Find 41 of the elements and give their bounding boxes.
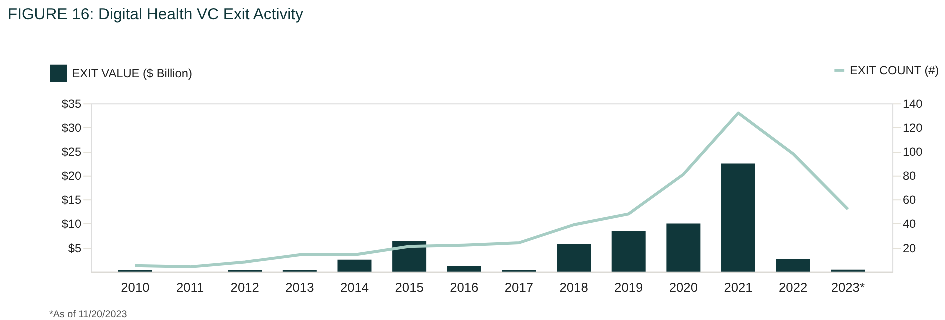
x-tick-label: 2015 <box>395 280 424 296</box>
y2-tick-label: 100 <box>902 145 924 160</box>
bar <box>338 260 372 272</box>
bar <box>447 266 482 272</box>
x-tick-label: 2016 <box>450 280 479 296</box>
bar <box>557 244 592 272</box>
bar <box>722 164 756 272</box>
x-tick-label: 2020 <box>669 280 698 296</box>
y-tick-label: $25 <box>62 145 82 160</box>
chart-title: FIGURE 16: Digital Health VC Exit Activity <box>8 6 304 24</box>
y-tick-label: $15 <box>62 193 82 208</box>
y2-tick-label: 80 <box>902 169 917 184</box>
y2-tick-label: 40 <box>902 217 917 232</box>
y-tick-label: $20 <box>62 169 82 184</box>
bar <box>612 230 646 272</box>
x-tick-label: 2018 <box>560 280 588 296</box>
x-tick-label: 2022 <box>779 280 808 296</box>
x-tick-label: 2011 <box>176 280 204 296</box>
y2-tick-label: 120 <box>902 121 924 136</box>
x-tick-label: 2014 <box>340 280 370 296</box>
x-tick-label: 2010 <box>121 280 150 296</box>
x-tick-label: 2013 <box>286 280 314 296</box>
text: *As of 11/20/2023 <box>49 309 128 320</box>
x-tick-label: 2012 <box>230 280 260 296</box>
y2-tick-label: 20 <box>902 241 917 256</box>
y-tick-label: $30 <box>62 121 82 136</box>
x-tick-label: 2021 <box>724 280 753 296</box>
x-tick-label: 2019 <box>614 280 644 296</box>
y-tick-label: $5 <box>68 241 82 256</box>
line-series <box>134 112 850 269</box>
x-tick-label: 2017 <box>504 280 534 296</box>
y2-tick-label: 140 <box>902 97 924 112</box>
y-tick-label: $35 <box>62 97 82 112</box>
bar <box>776 259 810 272</box>
bar <box>666 224 701 272</box>
bar <box>392 241 427 272</box>
y-tick-label: $10 <box>62 217 82 232</box>
legend-label: EXIT COUNT (#) <box>850 63 940 78</box>
y2-tick-label: 60 <box>902 193 917 208</box>
x-tick-label: 2023* <box>831 280 865 296</box>
legend-label: EXIT VALUE ($ Billion) <box>72 66 192 80</box>
